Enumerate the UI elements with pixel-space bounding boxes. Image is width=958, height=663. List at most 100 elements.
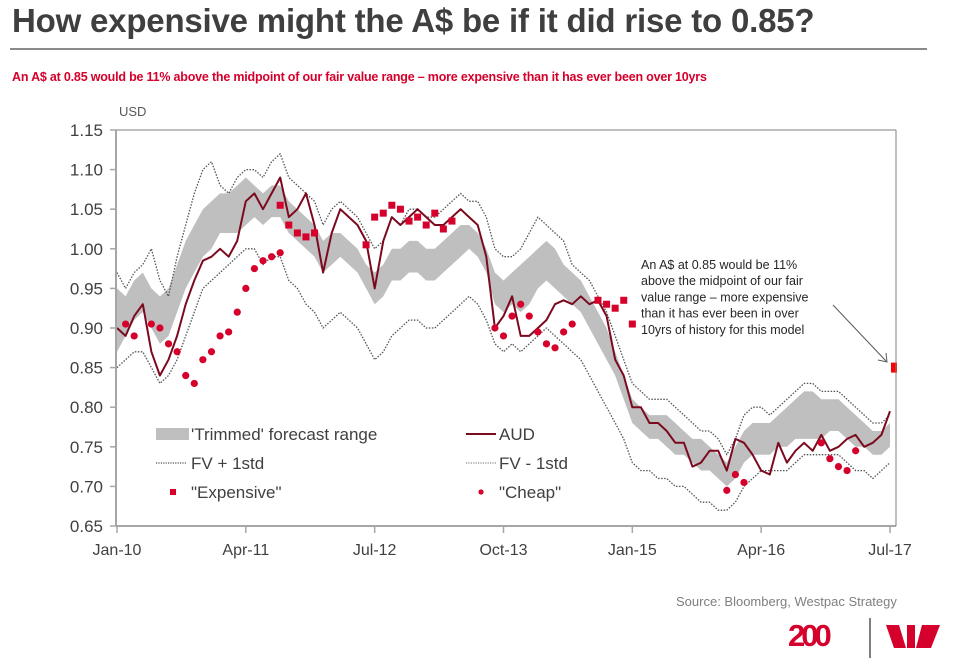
- cheap-marker: [225, 328, 233, 336]
- cheap-marker: [156, 324, 164, 332]
- expensive-marker: [439, 225, 447, 233]
- cheap-marker: [242, 284, 250, 292]
- y-tick-label: 0.65: [70, 517, 103, 536]
- expensive-marker: [603, 300, 611, 308]
- expensive-marker: [431, 209, 439, 217]
- expensive-marker: [414, 213, 422, 221]
- y-tick-label: 0.70: [70, 477, 103, 496]
- target-point-marker: [891, 362, 897, 373]
- page-title: How expensive might the A$ be if it did …: [12, 2, 815, 39]
- cheap-marker: [233, 308, 241, 316]
- source-note: Source: Bloomberg, Westpac Strategy: [676, 594, 897, 609]
- fv-minus-1std-line: [116, 248, 891, 511]
- expensive-marker: [448, 217, 456, 225]
- cheap-marker: [723, 486, 731, 494]
- expensive-marker: [276, 201, 284, 209]
- expensive-marker: [311, 229, 319, 237]
- expensive-marker: [620, 296, 628, 304]
- westpac-w-icon: [886, 625, 940, 648]
- cheap-marker: [843, 466, 851, 475]
- expensive-marker: [396, 205, 404, 213]
- expensive-marker: [594, 296, 602, 304]
- cheap-marker: [199, 356, 207, 364]
- legend-aud-label: AUD: [499, 425, 535, 444]
- legend-expensive-swatch: [170, 489, 176, 495]
- cheap-marker: [542, 340, 551, 348]
- westpac-200-logo: 200: [788, 618, 940, 658]
- cheap-marker: [508, 312, 516, 320]
- expensive-marker: [371, 213, 379, 221]
- fv-minus-1std-series: [116, 248, 891, 511]
- cheap-marker: [182, 371, 190, 380]
- legend-band-label: 'Trimmed' forecast range: [191, 425, 377, 444]
- expensive-marker: [405, 217, 413, 225]
- legend-fv-plus-label: FV + 1std: [191, 454, 264, 473]
- cheap-marker: [207, 348, 216, 356]
- cheap-marker: [276, 249, 284, 257]
- annotation-line: than it has ever been in over: [641, 307, 799, 321]
- valuation-markers: [121, 201, 897, 494]
- title-divider: [10, 48, 927, 50]
- cheap-marker: [834, 463, 843, 471]
- cheap-marker: [121, 320, 130, 328]
- legend-cheap-label: "Cheap": [499, 483, 561, 502]
- y-tick-label: 0.80: [70, 398, 103, 417]
- expensive-marker: [302, 233, 310, 241]
- annotation-line: An A$ at 0.85 would be 11%: [641, 258, 797, 272]
- annotation-line: above the midpoint of our fair: [641, 274, 803, 288]
- y-tick-label: 0.85: [70, 359, 103, 378]
- y-tick-label: 0.95: [70, 279, 103, 298]
- annotation-arrowhead-icon: [877, 352, 888, 363]
- y-tick-label: 0.75: [70, 438, 103, 457]
- y-tick-label: 1.15: [70, 121, 103, 140]
- cheap-marker: [259, 257, 267, 265]
- cheap-marker: [216, 332, 224, 340]
- annotation-line: value range – more expensive: [641, 290, 809, 304]
- x-tick-label: Jul-17: [868, 542, 912, 559]
- cheap-marker: [517, 300, 525, 308]
- x-tick-label: Jul-12: [353, 542, 397, 559]
- chart-axes: USD 1.15 1.10 1.05 1.00 0.95 0.90 0.85 0.80 0.75 0…: [70, 104, 912, 559]
- chart-annotation: An A$ at 0.85 would be 11% above the midp…: [641, 258, 888, 363]
- legend-expensive-label: "Expensive": [191, 483, 282, 502]
- y-tick-label: 0.90: [70, 319, 103, 338]
- cheap-marker: [190, 379, 198, 388]
- expensive-marker: [611, 304, 619, 312]
- cheap-marker: [173, 348, 181, 356]
- y-tick-label: 1.00: [70, 240, 103, 259]
- cheap-marker: [534, 328, 542, 336]
- expensive-marker: [362, 241, 370, 249]
- chart-legend: 'Trimmed' forecast range FV + 1std "Expens…: [156, 425, 568, 502]
- legend-band-swatch: [156, 428, 189, 440]
- legend-fv-minus-label: FV - 1std: [499, 454, 568, 473]
- x-tick-label: Oct-13: [479, 542, 527, 559]
- expensive-marker: [422, 221, 430, 229]
- cheap-marker: [817, 439, 825, 447]
- expensive-marker: [388, 201, 396, 209]
- logo-divider: [869, 618, 871, 658]
- cheap-marker: [852, 447, 860, 455]
- cheap-marker: [130, 332, 138, 340]
- legend-cheap-swatch: [478, 489, 484, 495]
- cheap-marker: [731, 470, 740, 479]
- cheap-marker: [499, 332, 508, 340]
- cheap-marker: [551, 344, 559, 352]
- y-axis-unit-label: USD: [119, 104, 146, 119]
- x-tick-label: Jan-15: [608, 542, 657, 559]
- cheap-marker: [491, 324, 499, 332]
- annotation-arrow: [832, 304, 887, 362]
- expensive-marker: [285, 221, 293, 229]
- expensive-marker: [628, 320, 636, 328]
- x-tick-label: Jan-10: [93, 542, 142, 559]
- cheap-marker: [826, 455, 834, 463]
- y-tick-label: 1.10: [70, 161, 103, 180]
- logo-200-text: 200: [788, 618, 830, 653]
- cheap-marker: [525, 312, 533, 320]
- cheap-marker: [250, 265, 259, 273]
- x-tick-label: Apr-16: [737, 542, 785, 559]
- cheap-marker: [147, 320, 155, 328]
- aud-series: [116, 176, 891, 476]
- expensive-marker: [379, 209, 387, 217]
- expensive-marker: [293, 229, 301, 237]
